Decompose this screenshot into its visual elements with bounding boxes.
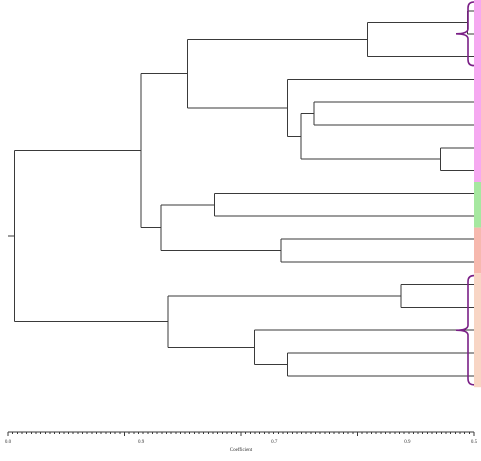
cluster-bar-salmon [474, 227, 481, 274]
bottom-brace-icon [455, 274, 475, 386]
x-axis: 0.0 0.9 0.7 0.9 0.5 [5, 431, 478, 445]
tick-label: 0.5 [471, 440, 478, 445]
cluster-braces [455, 1, 475, 386]
tick-label: 0.7 [271, 440, 278, 445]
tick-label: 0.9 [404, 440, 411, 445]
cluster-color-bars [474, 0, 481, 388]
cluster-bar-peach [474, 273, 481, 388]
tick-label: 0.9 [138, 440, 145, 445]
dendrogram-branches [8, 10, 474, 377]
cluster-bar-green [474, 182, 481, 228]
tick-label: 0.0 [5, 440, 12, 445]
top-brace-icon [455, 1, 475, 67]
x-axis-label: Coefficient [230, 448, 253, 453]
cluster-bar-pink [474, 0, 481, 182]
